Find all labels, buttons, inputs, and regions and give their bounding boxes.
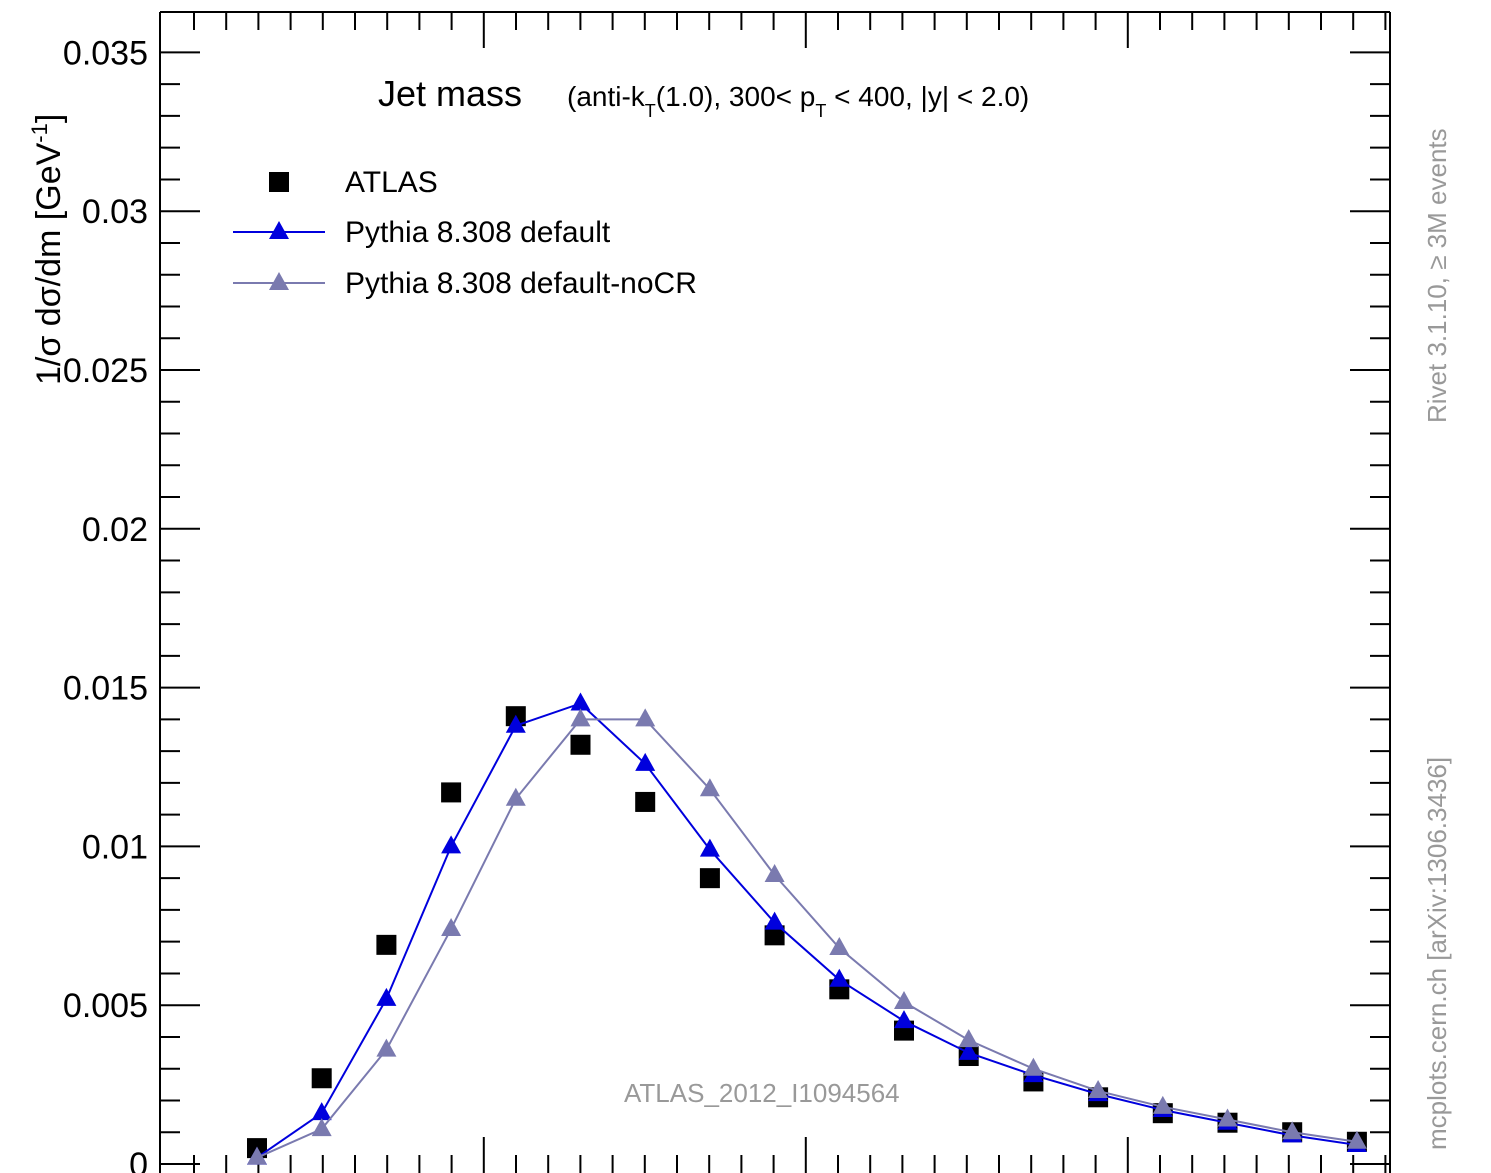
- legend-marker-pythia-default: [269, 221, 289, 239]
- legend-marker-atlas: [269, 172, 289, 192]
- data-point-atlas: [441, 782, 462, 803]
- series-point-2: [1217, 1108, 1238, 1127]
- series-point-2: [1088, 1079, 1109, 1098]
- rivet-version-label: Rivet 3.1.10, ≥ 3M events: [1422, 128, 1452, 423]
- y-tick-label: 0.005: [63, 987, 148, 1025]
- series-point-2: [570, 708, 591, 727]
- legend-entry-pythia-nocr: Pythia 8.308 default-noCR: [233, 267, 697, 300]
- series-point-1: [958, 1041, 979, 1060]
- series-point-2: [247, 1146, 267, 1165]
- y-tick-label: 0.03: [82, 193, 148, 231]
- series-point-1: [311, 1102, 332, 1121]
- mcplots-source-label: mcplots.cern.ch [arXiv:1306.3436]: [1422, 757, 1452, 1150]
- data-point-atlas: [376, 934, 397, 955]
- chart-subtitle: (anti-kT(1.0), 300< pT < 400, |y| < 2.0): [567, 81, 1029, 121]
- series-point-1: [635, 752, 656, 771]
- series-layer: [247, 692, 1367, 1165]
- y-tick-label: 0.035: [63, 34, 148, 72]
- series-point-2: [1023, 1057, 1044, 1076]
- y-tick-label: 0.015: [63, 670, 148, 708]
- axis-ticks: [160, 12, 1390, 1173]
- series-point-2: [376, 1038, 397, 1057]
- series-point-2: [1152, 1095, 1173, 1114]
- chart-title: Jet mass: [378, 73, 522, 114]
- series-point-2: [441, 917, 462, 936]
- series-point-1: [441, 835, 462, 854]
- series-point-1: [894, 1010, 914, 1029]
- y-tick-label: 0: [129, 1146, 148, 1173]
- legend-entry-pythia-default: Pythia 8.308 default: [233, 216, 611, 249]
- legend-label-pythia-default: Pythia 8.308 default: [345, 216, 611, 249]
- series-point-2: [505, 787, 526, 806]
- series-point-2: [958, 1029, 979, 1048]
- series-point-1: [764, 911, 785, 930]
- series-point-2: [1346, 1130, 1367, 1149]
- y-axis-label: 1/σ dσ/dm [GeV-1]: [27, 114, 68, 385]
- series-point-1: [699, 838, 720, 857]
- series-line-1: [256, 702, 1358, 1159]
- legend-entry-atlas: ATLAS: [269, 166, 438, 199]
- y-tick-label: 0.02: [82, 511, 148, 549]
- legend-label-pythia-nocr: Pythia 8.308 default-noCR: [345, 267, 697, 300]
- data-point-atlas: [570, 734, 591, 755]
- series-point-2: [699, 778, 720, 797]
- legend-marker-pythia-nocr: [269, 272, 289, 290]
- series-point-1: [570, 692, 591, 711]
- y-tick-label: 0.01: [82, 828, 148, 866]
- data-point-atlas: [635, 791, 656, 812]
- series-point-2: [1282, 1121, 1303, 1140]
- legend-label-atlas: ATLAS: [345, 166, 438, 199]
- series-point-1: [376, 987, 397, 1006]
- y-tick-labels: 0 0.005 0.01 0.015 0.02 0.025 0.03 0.035: [63, 34, 148, 1173]
- series-point-2: [829, 937, 850, 956]
- series-point-2: [764, 863, 785, 882]
- series-point-2: [635, 708, 656, 727]
- y-tick-label: 0.025: [63, 352, 148, 390]
- data-point-atlas: [311, 1068, 332, 1089]
- analysis-watermark: ATLAS_2012_I1094564: [624, 1078, 900, 1108]
- legend: ATLAS Pythia 8.308 default Pythia 8.308 …: [233, 166, 697, 300]
- series-point-1: [505, 714, 526, 733]
- series-point-2: [311, 1118, 332, 1137]
- data-point-atlas: [699, 868, 720, 889]
- series-line-2: [256, 718, 1358, 1159]
- data-point-atlas: [764, 925, 785, 946]
- series-point-2: [894, 991, 914, 1010]
- series-point-1: [829, 968, 850, 987]
